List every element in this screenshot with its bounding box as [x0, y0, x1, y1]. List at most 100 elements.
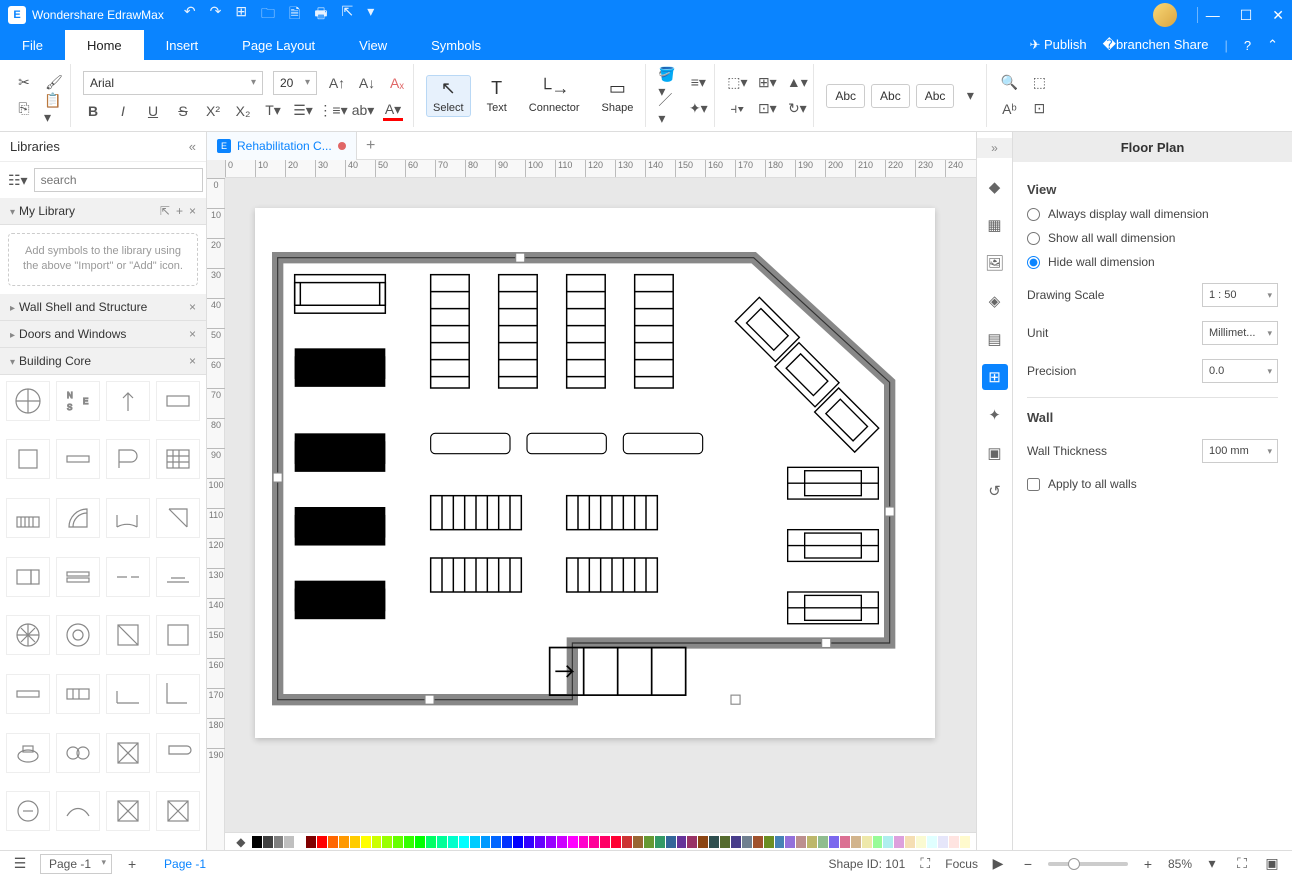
shape-item[interactable]: [106, 791, 150, 831]
shape-item[interactable]: [56, 791, 100, 831]
color-swatch[interactable]: [328, 836, 338, 848]
fontsize-select[interactable]: 20: [273, 71, 317, 95]
color-swatch[interactable]: [742, 836, 752, 848]
replace-icon[interactable]: Aᵇ: [999, 99, 1019, 119]
section-mylibrary[interactable]: ▾My Library ⇱+×: [0, 198, 206, 225]
menu-home[interactable]: Home: [65, 30, 144, 60]
page-select[interactable]: Page -1: [40, 854, 112, 874]
flip-icon[interactable]: ▲▾: [787, 73, 807, 93]
color-swatch[interactable]: [535, 836, 545, 848]
color-swatch[interactable]: [764, 836, 774, 848]
color-swatch[interactable]: [350, 836, 360, 848]
canvas[interactable]: [225, 178, 976, 850]
maximize-icon[interactable]: ☐: [1240, 7, 1253, 24]
arrange-icon[interactable]: ⬚▾: [727, 73, 747, 93]
shape-item[interactable]: [106, 381, 150, 421]
shape-item[interactable]: [6, 439, 50, 479]
find-icon[interactable]: 🔍: [999, 73, 1019, 93]
applyall-checkbox[interactable]: Apply to all walls: [1027, 477, 1278, 491]
shape-item[interactable]: [156, 674, 200, 714]
color-swatch[interactable]: [633, 836, 643, 848]
fill-panel-icon[interactable]: ◆: [982, 174, 1008, 200]
strikethrough-icon[interactable]: S: [173, 101, 193, 121]
focus-icon[interactable]: ⛶: [915, 854, 935, 874]
color-picker-icon[interactable]: ◆: [231, 832, 251, 850]
shape-item[interactable]: [6, 557, 50, 597]
shape-item[interactable]: [156, 557, 200, 597]
color-swatch[interactable]: [807, 836, 817, 848]
color-swatch[interactable]: [677, 836, 687, 848]
shape-item[interactable]: [156, 615, 200, 655]
align-icon[interactable]: ⫞▾: [727, 99, 747, 119]
cut-icon[interactable]: ✂: [14, 73, 34, 93]
shape-item[interactable]: [6, 791, 50, 831]
page[interactable]: [255, 208, 935, 738]
shape-item[interactable]: NSE: [56, 381, 100, 421]
shape-item[interactable]: [56, 733, 100, 773]
color-swatch[interactable]: [753, 836, 763, 848]
focus-label[interactable]: Focus: [945, 857, 978, 871]
image-panel-icon[interactable]: 🖼: [982, 250, 1008, 276]
collapse-left-icon[interactable]: «: [189, 139, 196, 154]
color-swatch[interactable]: [666, 836, 676, 848]
color-swatch[interactable]: [252, 836, 262, 848]
color-swatch[interactable]: [404, 836, 414, 848]
shape-item[interactable]: [106, 615, 150, 655]
menu-symbols[interactable]: Symbols: [409, 30, 503, 60]
connector-tool[interactable]: └→Connector: [523, 76, 586, 116]
shape-item[interactable]: [106, 674, 150, 714]
section-doors[interactable]: ▸Doors and Windows×: [0, 321, 206, 348]
save-icon[interactable]: 🗎: [289, 3, 300, 27]
color-swatch[interactable]: [557, 836, 567, 848]
style2-button[interactable]: Abc: [871, 84, 910, 108]
textcase-icon[interactable]: T▾: [263, 101, 283, 121]
menu-file[interactable]: File: [0, 30, 65, 60]
add-page-icon[interactable]: +: [122, 854, 142, 874]
radio-hide[interactable]: Hide wall dimension: [1027, 255, 1278, 269]
size-icon[interactable]: ⊡▾: [757, 99, 777, 119]
shape-item[interactable]: [56, 439, 100, 479]
color-swatch[interactable]: [709, 836, 719, 848]
add-tab-button[interactable]: +: [357, 137, 385, 155]
collapse-right-icon[interactable]: »: [977, 138, 1013, 158]
font-increase-icon[interactable]: A↑: [327, 73, 347, 93]
print-icon[interactable]: 🖶: [314, 3, 327, 27]
color-swatch[interactable]: [513, 836, 523, 848]
format-painter-icon[interactable]: 🖌: [44, 73, 64, 93]
import-icon[interactable]: ⇱: [160, 204, 170, 218]
color-swatch[interactable]: [894, 836, 904, 848]
redo-icon[interactable]: ↷: [210, 3, 222, 27]
font-select[interactable]: Arial: [83, 71, 263, 95]
color-swatch[interactable]: [382, 836, 392, 848]
color-swatch[interactable]: [448, 836, 458, 848]
color-swatch[interactable]: [317, 836, 327, 848]
color-swatch[interactable]: [775, 836, 785, 848]
shape-item[interactable]: [6, 674, 50, 714]
style3-button[interactable]: Abc: [916, 84, 955, 108]
color-swatch[interactable]: [862, 836, 872, 848]
align-h-icon[interactable]: ≡▾: [688, 73, 708, 93]
shape-item[interactable]: [56, 498, 100, 538]
presentation-panel-icon[interactable]: ▣: [982, 440, 1008, 466]
color-swatch[interactable]: [491, 836, 501, 848]
share-button[interactable]: �branchen Share: [1103, 37, 1209, 53]
color-swatch[interactable]: [622, 836, 632, 848]
menu-view[interactable]: View: [337, 30, 409, 60]
font-decrease-icon[interactable]: A↓: [357, 73, 377, 93]
shape-item[interactable]: [156, 381, 200, 421]
italic-icon[interactable]: I: [113, 101, 133, 121]
fontcolor-icon[interactable]: A▾: [383, 101, 403, 121]
color-swatch[interactable]: [589, 836, 599, 848]
zoom-dropdown-icon[interactable]: ▾: [1202, 854, 1222, 874]
shape-item[interactable]: [156, 439, 200, 479]
underline-icon[interactable]: U: [143, 101, 163, 121]
shape-item[interactable]: [6, 615, 50, 655]
export-icon[interactable]: ⇱: [342, 3, 354, 27]
shape-item[interactable]: [106, 733, 150, 773]
color-swatch[interactable]: [372, 836, 382, 848]
color-swatch[interactable]: [840, 836, 850, 848]
collapse-ribbon-icon[interactable]: ⌃: [1267, 37, 1278, 53]
shape-item[interactable]: [6, 733, 50, 773]
menu-insert[interactable]: Insert: [144, 30, 221, 60]
section-buildingcore[interactable]: ▾Building Core×: [0, 348, 206, 375]
